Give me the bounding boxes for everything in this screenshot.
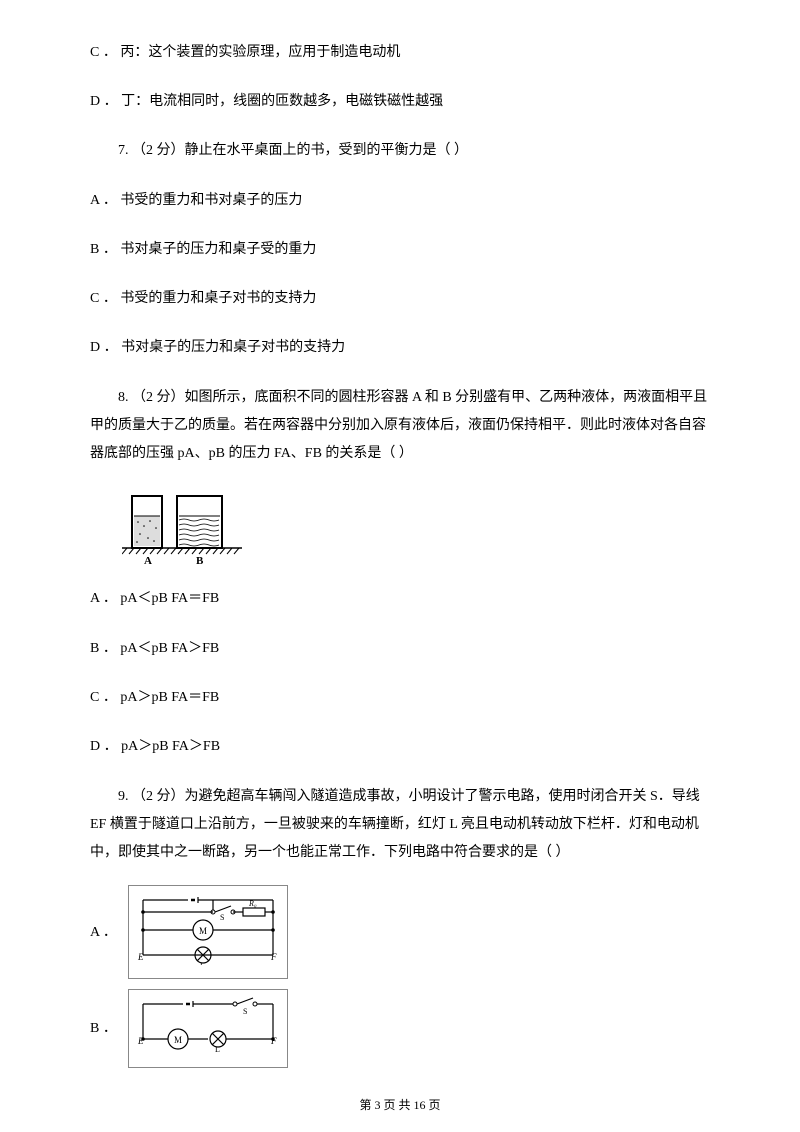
q7-option-b: B ． 书对桌子的压力和桌子受的重力 xyxy=(90,237,710,262)
circuit-a-diagram: S R₀ M L E F xyxy=(128,885,288,979)
svg-text:R₀: R₀ xyxy=(248,899,257,908)
svg-text:F: F xyxy=(270,952,277,962)
q7-option-d: D ． 书对桌子的压力和桌子对书的支持力 xyxy=(90,335,710,360)
q9-option-b-label: B ． xyxy=(90,1016,120,1041)
svg-text:L: L xyxy=(200,961,205,965)
beaker-b-label: B xyxy=(196,555,204,566)
q9-option-b-row: B ． S M L xyxy=(90,989,710,1068)
svg-text:E: E xyxy=(137,952,144,962)
option-c-pre: C ． 丙：这个装置的实验原理，应用于制造电动机 xyxy=(90,40,710,65)
q7-option-a: A ． 书受的重力和书对桌子的压力 xyxy=(90,188,710,213)
q9-option-a-row: A ． S R₀ M xyxy=(90,885,710,979)
circuit-b-diagram: S M L E F xyxy=(128,989,288,1068)
q9-option-a-label: A ． xyxy=(90,920,120,945)
page-footer: 第 3 页 共 16 页 xyxy=(0,1095,800,1117)
question-9: 9. （2 分）为避免超高车辆闯入隧道造成事故，小明设计了警示电路，使用时闭合开… xyxy=(90,783,710,867)
q8-option-d: D ． pA＞pB FA＞FB xyxy=(90,734,710,759)
svg-text:M: M xyxy=(174,1035,182,1045)
q8-option-a: A ． pA＜pB FA＝FB xyxy=(90,586,710,611)
q8-option-c: C ． pA＞pB FA＝FB xyxy=(90,685,710,710)
svg-text:M: M xyxy=(199,926,207,936)
svg-text:L: L xyxy=(215,1045,220,1054)
beaker-a-label: A xyxy=(144,555,152,566)
svg-text:S: S xyxy=(243,1007,247,1016)
q7-option-c: C ． 书受的重力和桌子对书的支持力 xyxy=(90,286,710,311)
beaker-figure: A B xyxy=(122,486,710,566)
option-d-pre: D ． 丁：电流相同时，线圈的匝数越多，电磁铁磁性越强 xyxy=(90,89,710,114)
q8-option-b: B ． pA＜pB FA＞FB xyxy=(90,636,710,661)
question-7: 7. （2 分）静止在水平桌面上的书，受到的平衡力是（ ） xyxy=(90,138,710,163)
svg-text:S: S xyxy=(220,913,224,922)
question-8: 8. （2 分）如图所示，底面积不同的圆柱形容器 A 和 B 分别盛有甲、乙两种… xyxy=(90,384,710,468)
